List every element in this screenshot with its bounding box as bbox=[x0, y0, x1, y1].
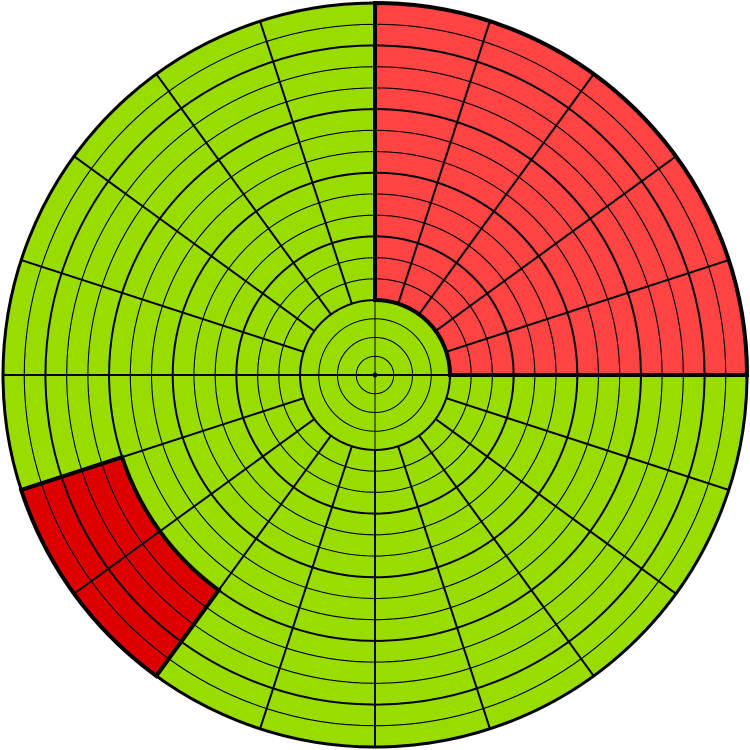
spoke-line bbox=[73, 155, 315, 332]
spoke-line bbox=[446, 259, 730, 353]
center-dot bbox=[372, 372, 378, 378]
spoke-line bbox=[435, 155, 677, 332]
region-outlines bbox=[18, 0, 750, 679]
spoke-line bbox=[397, 446, 491, 730]
highlighted-region-outline bbox=[373, 0, 750, 377]
spoke-line bbox=[73, 418, 315, 595]
spoke-line bbox=[155, 73, 332, 315]
spoke-line bbox=[397, 20, 491, 304]
spoke-line bbox=[435, 418, 677, 595]
spoke-line bbox=[20, 259, 304, 353]
selected-region-outline bbox=[18, 454, 222, 679]
spoke-line bbox=[418, 73, 595, 315]
spoke-line bbox=[446, 397, 730, 491]
spoke-line bbox=[259, 446, 353, 730]
spoke-line bbox=[418, 435, 595, 677]
spoke-line bbox=[259, 20, 353, 304]
